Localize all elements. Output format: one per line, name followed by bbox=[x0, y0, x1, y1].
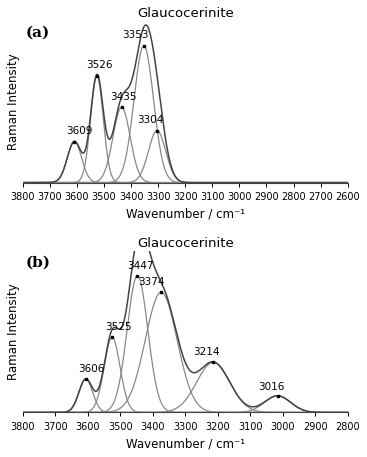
Text: 3526: 3526 bbox=[86, 60, 113, 70]
Text: 3525: 3525 bbox=[105, 322, 131, 332]
Y-axis label: Raman Intensity: Raman Intensity bbox=[7, 283, 20, 380]
Text: 3214: 3214 bbox=[193, 347, 220, 357]
Text: 3447: 3447 bbox=[127, 260, 154, 271]
Text: 3304: 3304 bbox=[137, 115, 163, 125]
Title: Glaucocerinite: Glaucocerinite bbox=[137, 7, 234, 20]
Text: 3435: 3435 bbox=[110, 92, 137, 102]
Text: 3609: 3609 bbox=[66, 126, 92, 136]
Text: 3374: 3374 bbox=[138, 277, 165, 287]
Text: 3016: 3016 bbox=[258, 383, 284, 393]
Text: 3353: 3353 bbox=[123, 30, 149, 40]
Y-axis label: Raman Intensity: Raman Intensity bbox=[7, 53, 20, 150]
X-axis label: Wavenumber / cm⁻¹: Wavenumber / cm⁻¹ bbox=[126, 437, 245, 450]
Text: (b): (b) bbox=[26, 256, 51, 270]
X-axis label: Wavenumber / cm⁻¹: Wavenumber / cm⁻¹ bbox=[126, 207, 245, 220]
Title: Glaucocerinite: Glaucocerinite bbox=[137, 237, 234, 250]
Text: (a): (a) bbox=[26, 26, 50, 40]
Text: 3606: 3606 bbox=[79, 364, 105, 374]
